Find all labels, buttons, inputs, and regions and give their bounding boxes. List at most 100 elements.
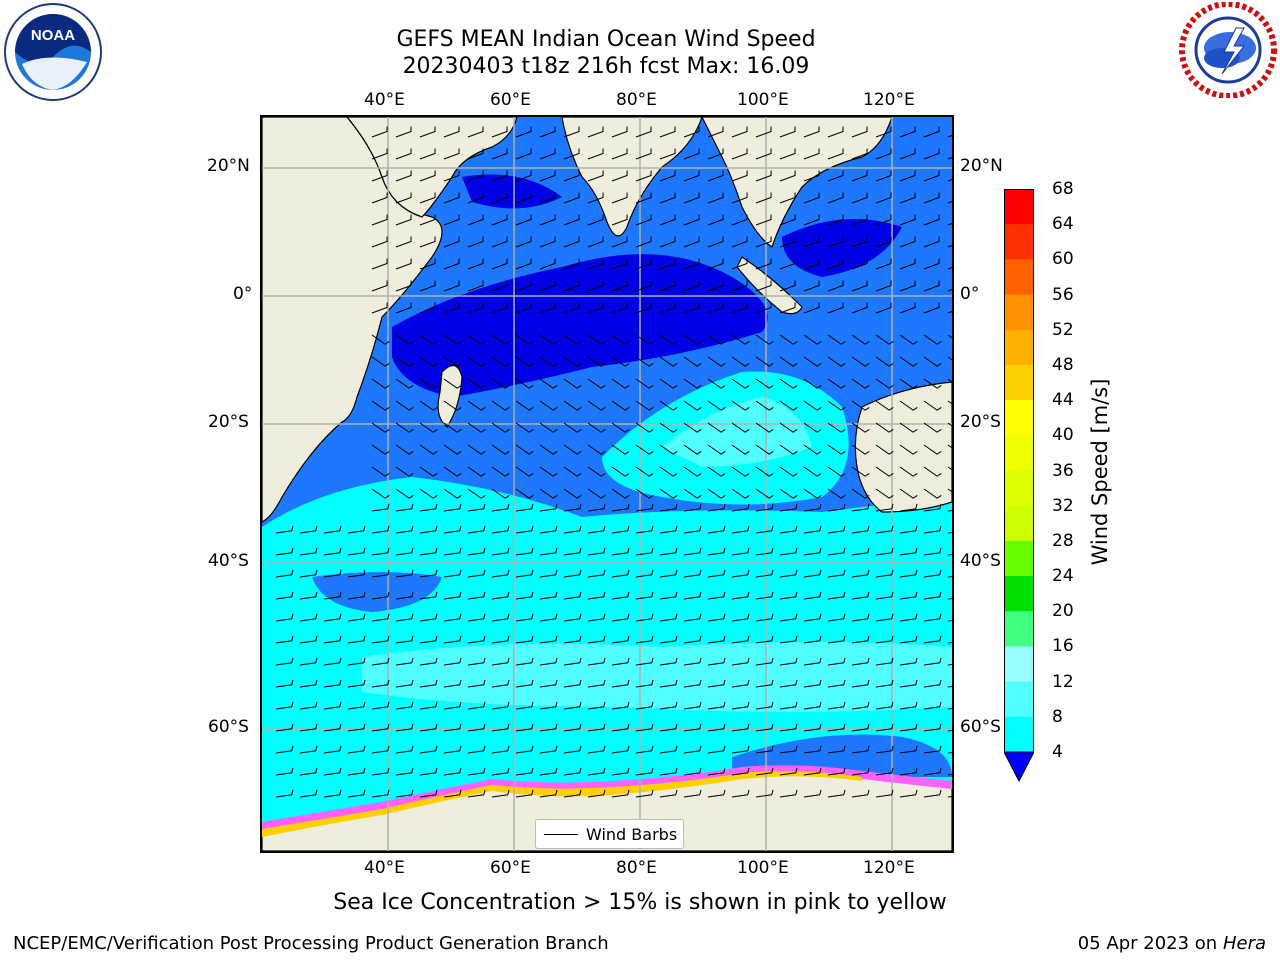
wind-barb [683,547,702,556]
wind-barb [779,334,798,345]
wind-barb [899,701,918,710]
wind-barb [731,745,750,754]
wind-barb [755,767,774,776]
wind-barb [371,547,390,556]
wind-barb [659,422,678,433]
wind-barb [419,466,438,477]
wind-barb [371,422,390,433]
wind-barb [875,723,894,732]
wind-barb [803,657,822,666]
wind-barb [779,745,798,754]
wind-barb [899,466,918,477]
colorbar-tick-label: 28 [1052,530,1074,551]
wind-barb [563,745,582,754]
wind-barb [827,745,846,754]
wind-barb [635,236,652,248]
wind-barb [419,635,438,644]
wind-barb [851,789,870,798]
wind-barb [611,635,630,644]
wind-barb [899,378,918,389]
wind-barb [803,236,820,248]
wind-barb [275,723,294,732]
wind-barb [611,789,630,798]
wind-barb [755,466,774,477]
colorbar-segment [1004,505,1034,542]
wind-barb [659,126,676,138]
wind-barb [659,701,678,710]
colorbar-extend-arrow [1004,751,1034,783]
wind-barb [515,745,534,754]
wind-barb [779,302,796,314]
wind-barb [659,356,678,367]
wind-barb [491,635,510,644]
wind-barb [371,170,388,182]
wind-barb [491,214,508,226]
wind-barb [803,789,822,798]
wind-barb [827,789,846,798]
wind-barb [515,302,532,314]
nws-logo [1179,2,1277,98]
wind-barb [659,488,678,499]
wind-barb [707,657,726,666]
wind-barb [395,503,414,512]
wind-barb [491,148,508,160]
wind-barb [899,236,916,248]
wind-barb [563,789,582,798]
wind-barb [683,126,700,138]
wind-barb [395,280,412,292]
wind-barb [683,214,700,226]
wind-barb [683,444,702,455]
wind-barb [635,126,652,138]
wind-barb [875,126,892,138]
wind-barb [923,503,942,512]
wind-barb [539,679,558,688]
wind-barb [395,302,412,314]
wind-barb [851,378,870,389]
wind-barb [467,466,486,477]
wind-barb [779,525,798,534]
wind-barb [515,192,532,204]
wind-barb [683,170,700,182]
wind-barb [731,789,750,798]
wind-barb [323,547,342,556]
wind-barb [827,280,844,292]
wind-barb [803,126,820,138]
map-legend: Wind Barbs [535,819,684,849]
wind-barb [491,334,510,345]
wind-barb [827,236,844,248]
wind-barb [491,525,510,534]
wind-barb [659,503,678,512]
wind-barb [515,422,534,433]
wind-barb [467,569,486,578]
wind-barb [539,657,558,666]
wind-barb [539,745,558,754]
wind-barb [707,356,726,367]
lon-tick-bottom-60e: 60°E [490,858,531,878]
wind-barb [323,525,342,534]
wind-barb [347,591,366,600]
wind-barb [515,170,532,182]
wind-barb [875,789,894,798]
wind-barb [467,503,486,512]
wind-barb [683,466,702,477]
wind-barb [779,547,798,556]
wind-barb [539,280,556,292]
wind-barb [875,466,894,477]
wind-barb [707,400,726,411]
wind-barb [563,400,582,411]
wind-barb [875,170,892,182]
wind-barb [635,378,654,389]
wind-barb [923,745,942,754]
wind-barb [635,701,654,710]
wind-barb [875,422,894,433]
wind-barb [923,591,942,600]
wind-barb [491,258,508,270]
wind-barb [467,192,484,204]
wind-region-blue-sw [312,572,442,612]
wind-barb [587,258,604,270]
wind-barb [731,679,750,688]
wind-barb [515,657,534,666]
wind-barb [611,126,628,138]
wind-barb [803,302,820,314]
wind-barb [419,126,436,138]
